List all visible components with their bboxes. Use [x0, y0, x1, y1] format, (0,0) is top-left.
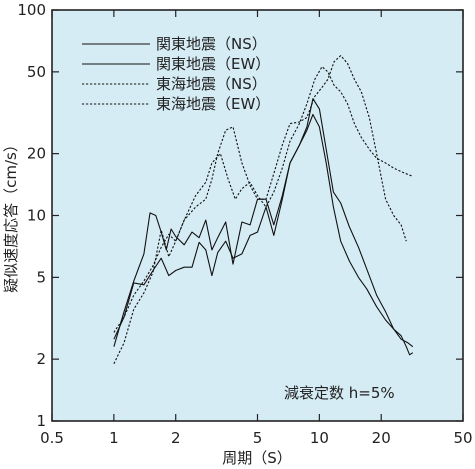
y-tick-label: 1	[36, 412, 46, 430]
x-tick-label: 0.5	[40, 429, 64, 447]
x-tick-label: 20	[372, 429, 391, 447]
x-tick-label: 10	[310, 429, 329, 447]
plot-background	[51, 9, 464, 422]
series-layer	[113, 55, 414, 364]
y-tick-label: 5	[36, 268, 46, 286]
x-axis-title: 周期（S）	[222, 449, 292, 467]
y-tick-label: 20	[27, 145, 46, 163]
legend-label-2: 関東地震（EW）	[156, 55, 270, 73]
series-line-4	[113, 55, 407, 333]
legend: 関東地震（NS） 関東地震（EW） 東海地震（NS） 東海地震（EW）	[82, 35, 270, 113]
series-line-2	[113, 113, 414, 356]
x-tick-label: 5	[253, 429, 263, 447]
y-tick-label: 2	[36, 350, 46, 368]
x-tick-label: 2	[171, 429, 181, 447]
y-tick-label: 100	[17, 1, 46, 19]
y-tick-label: 10	[27, 207, 46, 225]
series-line-3	[113, 66, 414, 364]
y-tick-label: 50	[27, 63, 46, 81]
legend-label-4: 東海地震（EW）	[156, 95, 270, 113]
x-tick-label: 1	[109, 429, 119, 447]
legend-label-1: 関東地震（NS）	[156, 35, 267, 53]
damping-annotation: 減衰定数 h=5%	[284, 384, 395, 402]
y-axis-title: 疑似速度応答（cm/s）	[2, 137, 20, 293]
legend-label-3: 東海地震（NS）	[156, 75, 267, 93]
x-tick-label: 50	[453, 429, 472, 447]
